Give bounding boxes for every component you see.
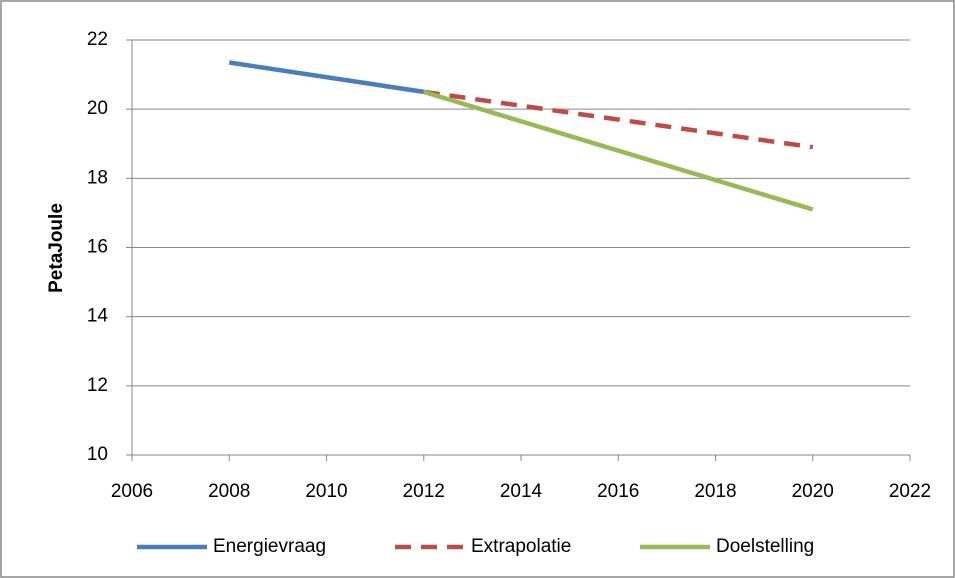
x-tick-label: 2022 — [889, 481, 931, 502]
x-tick-label: 2016 — [597, 481, 639, 502]
x-tick-label: 2014 — [500, 481, 543, 502]
x-tick-label: 2008 — [208, 481, 250, 502]
y-axis-label: PetaJoule — [46, 203, 67, 293]
legend-label: Energievraag — [213, 536, 326, 557]
legend-label: Doelstelling — [716, 536, 814, 557]
series-line — [423, 89, 814, 212]
legend-label: Extrapolatie — [471, 536, 571, 557]
y-tick-label: 20 — [87, 98, 108, 119]
series-line — [423, 89, 814, 150]
x-tick-label: 2010 — [305, 481, 347, 502]
y-tick-label: 18 — [87, 167, 108, 188]
y-tick-label: 16 — [87, 237, 108, 258]
series-line — [228, 60, 425, 95]
x-tick-label: 2018 — [694, 481, 736, 502]
x-tick-label: 2020 — [792, 481, 834, 502]
y-tick-label: 14 — [87, 306, 109, 327]
x-tick-label: 2012 — [403, 481, 445, 502]
y-tick-label: 12 — [87, 375, 108, 396]
y-tick-label: 10 — [87, 444, 108, 465]
x-tick-label: 2006 — [111, 481, 153, 502]
y-tick-label: 22 — [87, 29, 108, 50]
